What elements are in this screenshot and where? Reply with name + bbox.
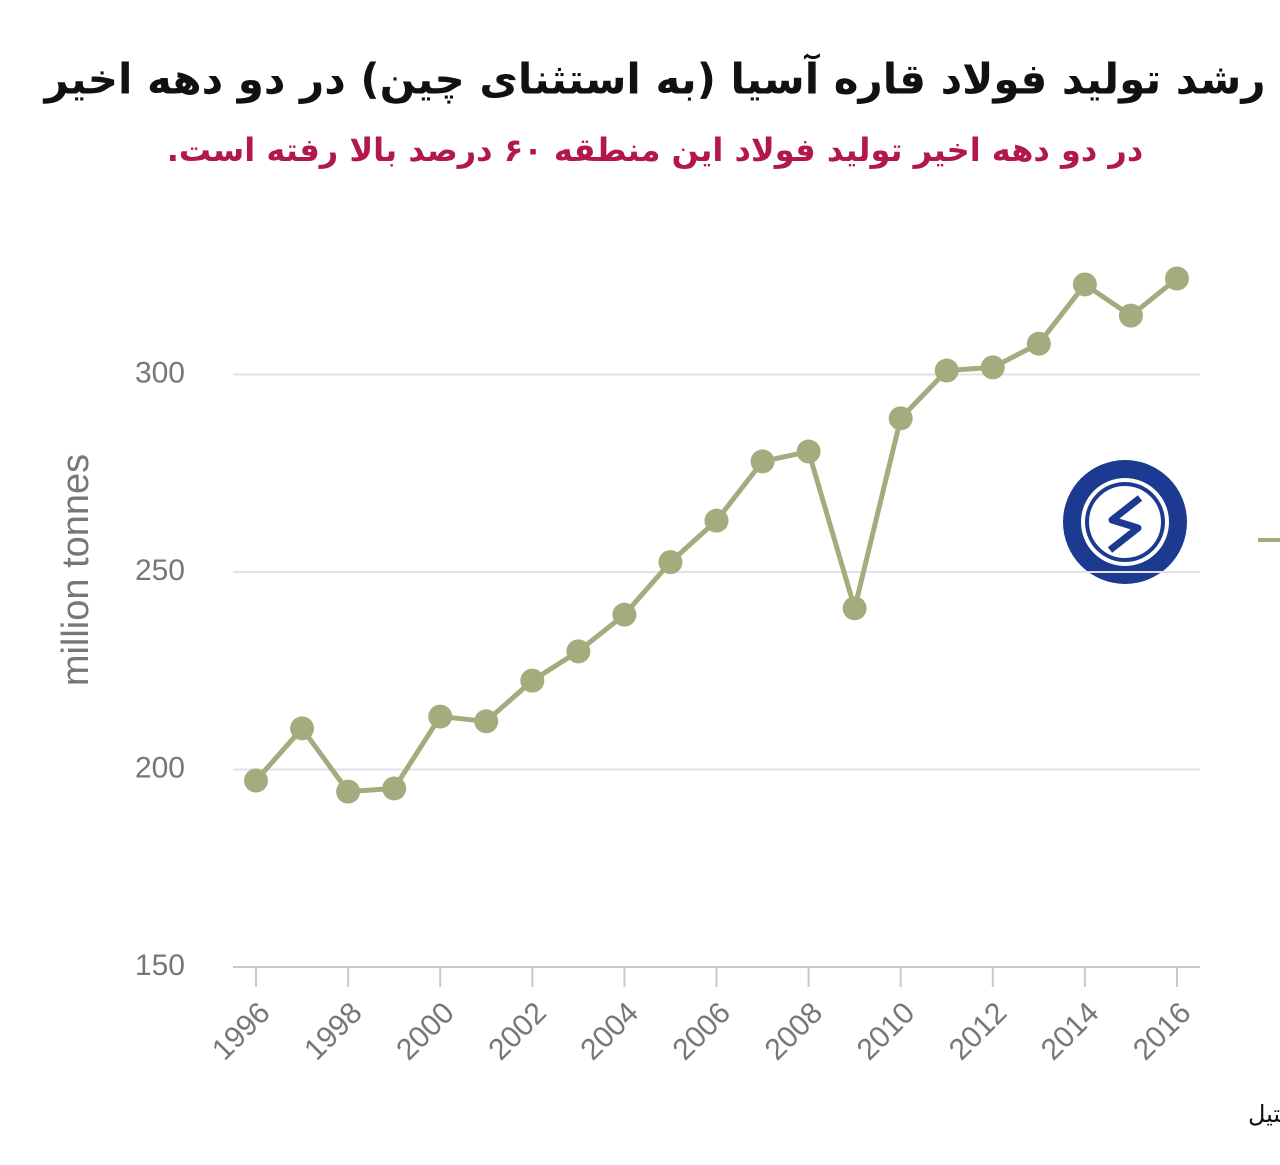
point	[474, 709, 499, 734]
point	[842, 596, 867, 621]
y-tick-label: 250	[135, 554, 185, 587]
y-tick-label: 200	[135, 751, 185, 784]
y-axis-label: million tonnes	[55, 454, 97, 686]
point	[244, 768, 269, 793]
y-tick-label: 300	[135, 356, 185, 389]
point	[1118, 303, 1143, 328]
point	[336, 779, 361, 804]
point	[704, 508, 729, 533]
point	[796, 439, 821, 464]
point	[428, 704, 453, 729]
point	[1164, 266, 1189, 291]
point	[566, 639, 591, 664]
chart-subtitle: در دو دهه اخیر تولید فولاد این منطقه ۶۰ …	[167, 131, 1144, 169]
point	[658, 550, 683, 575]
point	[1026, 331, 1051, 356]
point	[612, 602, 637, 627]
chart-title: رشد تولید فولاد قاره آسیا (به استثنای چی…	[42, 54, 1265, 105]
point	[290, 716, 315, 741]
point	[1072, 272, 1097, 297]
point	[934, 358, 959, 383]
point	[382, 776, 407, 801]
y-tick-label: 150	[135, 949, 185, 982]
logo	[1063, 460, 1187, 584]
point	[888, 406, 913, 431]
point	[980, 355, 1005, 380]
point	[750, 449, 775, 474]
point	[520, 668, 545, 693]
source-note: منبع: ورلد استیل	[1248, 1100, 1280, 1128]
